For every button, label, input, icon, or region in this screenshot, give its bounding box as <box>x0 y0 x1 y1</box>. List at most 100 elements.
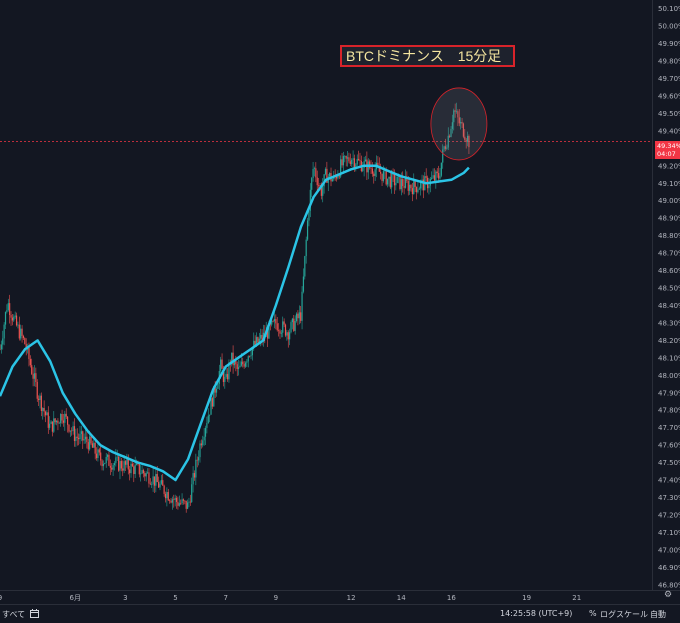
candle-body <box>117 457 118 458</box>
candle-body <box>64 414 65 423</box>
candle-body <box>237 364 238 369</box>
candle-body <box>212 398 213 406</box>
candle-body <box>8 303 9 310</box>
range-all-button[interactable]: すべて <box>2 609 25 620</box>
candle-body <box>246 361 247 362</box>
candle-body <box>224 377 225 382</box>
candle-body <box>419 188 420 189</box>
candle-body <box>412 188 413 194</box>
candle-body <box>152 476 153 484</box>
candle-body <box>358 159 359 160</box>
y-tick-label: 49.50% <box>658 110 680 118</box>
candle-body <box>417 190 418 193</box>
candle-body <box>19 325 20 339</box>
candle-body <box>188 502 189 503</box>
candle-body <box>357 159 358 164</box>
y-tick-label: 49.70% <box>658 75 680 83</box>
y-tick-label: 47.40% <box>658 477 680 485</box>
gear-icon[interactable]: ⚙ <box>663 590 673 600</box>
candle-body <box>292 319 293 322</box>
candle-body <box>168 492 169 500</box>
log-scale-toggle[interactable]: ログスケール <box>600 609 648 620</box>
candle-body <box>100 452 101 460</box>
y-tick-label: 48.20% <box>658 337 680 345</box>
candle-body <box>72 426 73 431</box>
candle-body <box>57 421 58 424</box>
y-tick-label: 48.30% <box>658 319 680 327</box>
candle-body <box>111 468 112 470</box>
candle-body <box>143 470 144 473</box>
candle-body <box>315 168 316 177</box>
y-tick-label: 49.60% <box>658 93 680 101</box>
y-tick-label: 48.00% <box>658 372 680 380</box>
candle-body <box>112 465 113 470</box>
x-tick-label: 3 <box>123 594 127 602</box>
candle-body <box>205 428 206 437</box>
candle-body <box>33 374 34 379</box>
candle-body <box>314 168 315 169</box>
chart-title-annotation: BTCドミナンス 15分足 <box>340 45 515 67</box>
candle-body <box>17 325 18 326</box>
candle-body <box>186 501 187 509</box>
candle-body <box>394 175 395 186</box>
candle-body <box>348 157 349 161</box>
candle-body <box>286 332 287 335</box>
bar-countdown: 04:07 <box>657 150 680 158</box>
time-axis[interactable]: 96月35791214161921 <box>0 591 680 603</box>
highlight-circle <box>431 88 487 160</box>
candle-body <box>41 396 42 411</box>
candle-body <box>136 463 137 464</box>
candle-body <box>115 457 116 463</box>
y-tick-label: 47.10% <box>658 529 680 537</box>
candle-body <box>126 459 127 465</box>
candle-body <box>260 335 261 339</box>
candle-body <box>293 319 294 331</box>
candle-body <box>92 443 93 447</box>
candle-body <box>96 454 97 458</box>
x-tick-label: 9 <box>274 594 278 602</box>
candle-body <box>147 472 148 473</box>
x-tick-label: 14 <box>397 594 406 602</box>
candle-body <box>108 455 109 466</box>
candle-body <box>61 414 62 421</box>
candle-body <box>128 459 129 469</box>
candle-body <box>110 466 111 468</box>
x-tick-label: 9 <box>0 594 2 602</box>
price-chart[interactable]: 50.10%50.00%49.90%49.80%49.70%49.60%49.5… <box>0 0 680 604</box>
candle-body <box>381 174 382 181</box>
candle-body <box>15 316 16 317</box>
candle-body <box>129 469 130 473</box>
candle-body <box>181 499 182 503</box>
candle-body <box>217 384 218 389</box>
candle-body <box>350 161 351 164</box>
candle-body <box>303 277 304 292</box>
candle-body <box>68 425 69 432</box>
candle-body <box>86 437 87 442</box>
candle-body <box>380 172 381 174</box>
candle-body <box>290 322 291 332</box>
candle-body <box>297 314 298 319</box>
candle-body <box>166 492 167 498</box>
candle-body <box>176 498 177 502</box>
candle-body <box>13 317 14 321</box>
candle-body <box>428 186 429 189</box>
candle-body <box>390 177 391 188</box>
candle-body <box>439 176 440 179</box>
auto-scale-toggle[interactable]: 自動 <box>650 609 666 620</box>
candle-body <box>277 323 278 330</box>
y-tick-label: 48.70% <box>658 250 680 258</box>
candle-body <box>70 431 71 432</box>
candle-body <box>85 437 86 439</box>
candle-body <box>404 186 405 188</box>
x-tick-label: 19 <box>522 594 531 602</box>
price-axis[interactable]: 50.10%50.00%49.90%49.80%49.70%49.60%49.5… <box>653 0 680 590</box>
calendar-icon[interactable] <box>30 609 39 620</box>
candles <box>0 103 470 513</box>
candle-body <box>90 437 91 444</box>
clock-time[interactable]: 14:25:58 (UTC+9) <box>500 609 572 618</box>
candle-body <box>426 176 427 178</box>
candle-body <box>435 172 436 181</box>
candle-body <box>162 480 163 486</box>
percent-toggle[interactable]: % <box>589 609 597 618</box>
candle-body <box>383 171 384 181</box>
